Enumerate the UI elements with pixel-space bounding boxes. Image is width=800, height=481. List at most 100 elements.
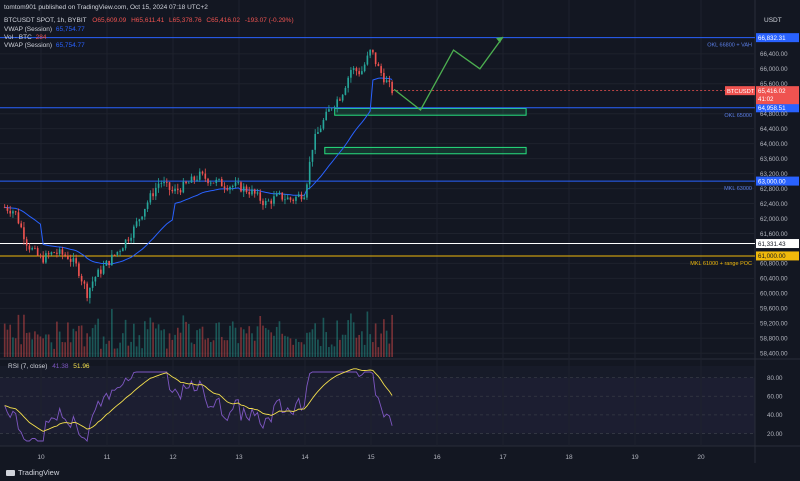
volume-bar [248,326,251,357]
candle-body [23,227,25,240]
volume-bar [306,332,308,357]
candles [3,49,393,304]
volume-bar [226,340,229,357]
candle-body [89,287,91,298]
candle-body [270,200,273,204]
volume-bar [17,314,20,357]
volume-bar [383,319,385,357]
price-tick-label: 60,000.00 [760,291,788,298]
time-tick-label: 17 [499,454,507,461]
symbol-badge-text: BTCUSDT [727,89,755,95]
time-tick-label: 20 [697,454,705,461]
volume-bar [270,332,273,357]
time-tick-label: 19 [631,454,639,461]
volume-bar [333,346,336,357]
candle-body [284,199,286,201]
level-price-value: 64,958.51 [758,105,786,112]
volume-bar [127,345,130,357]
volume-bar [113,348,116,357]
symbol-badge [725,86,755,96]
candle-body [339,99,341,101]
price-tick-label: 58,400.00 [760,351,788,358]
volume-bar [64,342,66,357]
demand-zone [324,146,527,155]
symbol-name[interactable]: BTCUSDT SPOT, 1h, BYBIT [4,17,87,24]
candle-body [380,66,382,73]
volume-value: 284 [35,34,47,41]
candle-body [34,248,36,249]
volume-bar [300,342,303,357]
level-name: MKL 63000 [724,186,752,192]
volume-bar [308,332,311,357]
candle-body [264,200,267,206]
vwap-label: VWAP (Session) [4,42,53,49]
tradingview-logo-icon [6,469,15,476]
candle-body [220,179,223,187]
candle-body [209,182,212,184]
volume-bar [198,328,201,357]
candle-body [358,71,360,75]
price-tick-label: 62,800.00 [760,186,788,193]
projection-path [393,36,504,111]
rsi-background [0,366,755,446]
volume-bar [116,348,119,357]
indicator-volume[interactable]: Vol · BTC 284 [4,34,46,41]
volume-bar [9,324,12,357]
volume-bar [174,334,176,357]
candle-body [154,187,157,197]
volume-bar [234,327,237,357]
volume-bar [157,324,160,357]
footer-brand[interactable]: TradingView [6,468,59,477]
candle-body [130,237,132,241]
candle-body [372,49,374,53]
volume-bar [102,336,105,357]
candle-body [12,211,14,214]
candle-body [355,68,358,72]
candle-body [97,269,99,277]
rsi-legend[interactable]: RSI (7, close) 41.38 51.96 [8,363,90,370]
level-price-badge [756,103,799,113]
candle-body [58,249,61,254]
indicator-vwap-1[interactable]: VWAP (Session) 65,754.77 [4,26,85,33]
current-price-value: 65,416.02 [758,88,786,95]
candle-body [289,197,292,200]
volume-bar [223,340,226,357]
volume-bar [91,328,94,357]
volume-bar [111,309,113,357]
candle-body [42,256,44,263]
candle-body [292,199,295,201]
candle-body [369,49,371,56]
volume-bar [168,333,171,357]
volume-bar [220,336,223,357]
candle-body [215,179,218,183]
candle-body [31,248,34,250]
volume-bar [80,325,83,357]
candle-body [83,281,86,284]
candle-body [193,176,196,181]
time-tick-label: 16 [433,454,441,461]
candle-body [248,192,251,195]
candle-body [256,192,259,194]
level-name: OKL 66800 + VAH [707,43,752,49]
price-tick-label: 62,000.00 [760,216,788,223]
volume-bar [94,324,97,357]
candle-body [242,186,245,192]
indicator-vwap-2[interactable]: VWAP (Session) 65,754.77 [4,42,85,49]
volume-bar [264,328,267,357]
candle-body [157,183,160,188]
volume-bar [154,328,157,357]
candle-body [168,182,171,190]
price-tick-label: 63,600.00 [760,156,788,163]
volume-bar [229,325,231,357]
volume-bar [284,335,286,357]
currency-label[interactable]: USDT [764,17,782,24]
candle-body [182,181,185,193]
volume-bar [350,313,352,357]
time-tick-label: 18 [565,454,573,461]
volume-bar [273,335,275,357]
current-price-badge [756,86,799,105]
candle-body [78,263,80,277]
volume-bar [97,318,99,357]
price-tick-label: 66,000.00 [760,66,788,73]
